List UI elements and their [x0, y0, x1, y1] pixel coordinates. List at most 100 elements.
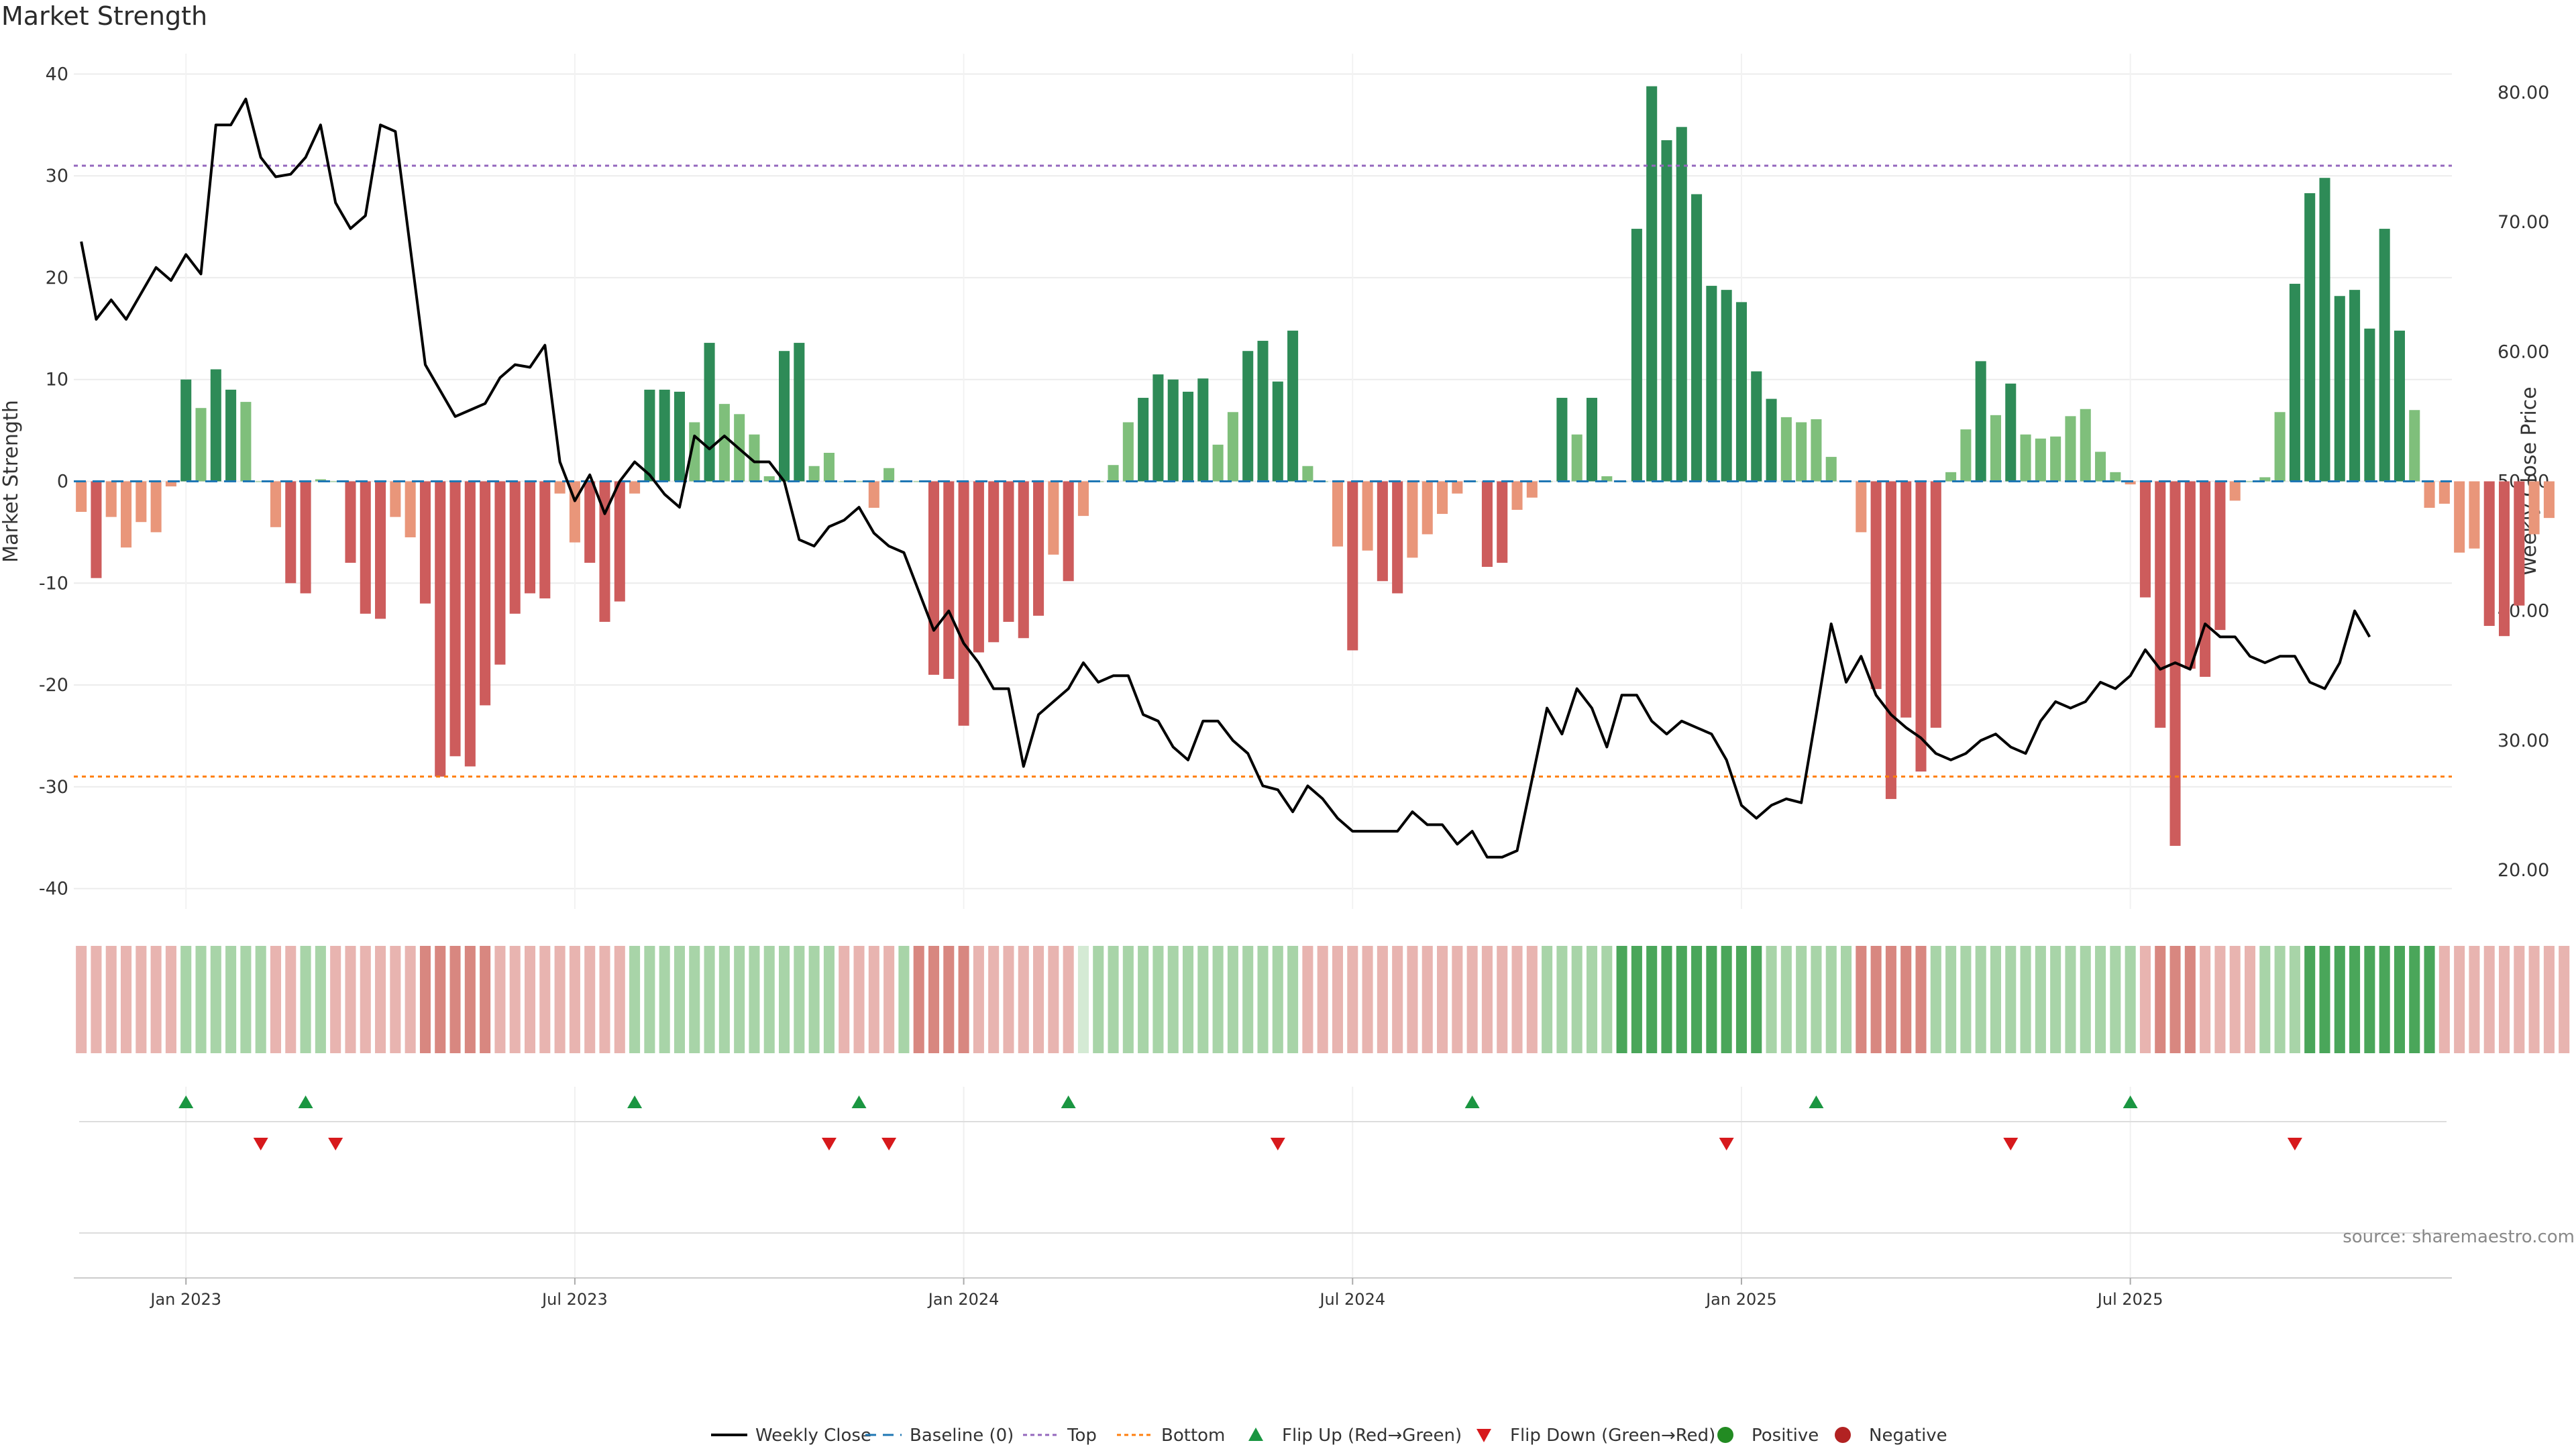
strength-bar	[449, 481, 461, 757]
strength-bar	[1362, 481, 1373, 551]
right-tick-label: 60.00	[2498, 341, 2549, 362]
heat-strip-cell	[1392, 946, 1403, 1053]
strength-bar	[2543, 481, 2555, 519]
heat-strip-cell	[2304, 946, 2316, 1053]
heat-strip-cell	[2289, 946, 2300, 1053]
left-tick-label: 20	[46, 268, 68, 288]
strength-bar	[958, 481, 969, 726]
strength-bar	[1497, 481, 1508, 563]
x-tick-label: Jan 2023	[149, 1290, 221, 1309]
heat-strip-cell	[375, 946, 386, 1053]
strength-bar	[1631, 229, 1642, 482]
heat-strip-cell	[360, 946, 371, 1053]
strength-bar	[599, 481, 610, 622]
right-tick-label: 30.00	[2498, 731, 2549, 751]
strength-bar	[2454, 481, 2465, 553]
heat-strip-cell	[2349, 946, 2361, 1053]
heat-strip-cell	[1511, 946, 1523, 1053]
heat-strip-cell	[2229, 946, 2241, 1053]
legend-label: Flip Up (Red→Green)	[1282, 1426, 1462, 1446]
flip-up-marker	[178, 1095, 194, 1108]
heat-strip-cell	[2244, 946, 2256, 1053]
flip-up-marker	[1809, 1095, 1824, 1108]
strength-bar	[823, 453, 835, 482]
heat-strip-cell	[240, 946, 252, 1053]
strength-bar	[1691, 194, 1703, 482]
heat-strip-cell	[1721, 946, 1732, 1053]
legend-label: Weekly Close	[755, 1426, 871, 1446]
strength-bar	[1392, 481, 1403, 594]
strength-bar	[1766, 398, 1777, 482]
heat-strip-cell	[165, 946, 176, 1053]
strength-bar	[1138, 398, 1149, 482]
strength-bar	[375, 481, 386, 619]
flip-down-marker	[1270, 1138, 1285, 1150]
strength-bar	[794, 343, 805, 482]
heat-strip-cell	[2155, 946, 2166, 1053]
heat-strip-cell	[1841, 946, 1852, 1053]
heat-strip-cell	[823, 946, 835, 1053]
heat-strip-cell	[2200, 946, 2211, 1053]
strength-bar	[76, 481, 87, 513]
heat-strip-cell	[1108, 946, 1119, 1053]
heat-strip-cell	[1945, 946, 1957, 1053]
heat-strip-cell	[1048, 946, 1059, 1053]
heat-strip-cell	[1631, 946, 1642, 1053]
strength-bar	[1526, 481, 1538, 498]
strength-bar	[1975, 361, 1986, 482]
strength-bar	[1242, 351, 1254, 482]
heat-strip-cell	[868, 946, 879, 1053]
chart-title: Market Strength	[1, 1, 208, 31]
strength-bar	[2229, 481, 2241, 501]
heat-strip-cell	[2379, 946, 2390, 1053]
strength-bar	[1077, 481, 1089, 517]
legend-swatch-positive	[1717, 1427, 1733, 1443]
heat-strip-cell	[2438, 946, 2450, 1053]
heat-strip-cell	[405, 946, 416, 1053]
strength-bar	[2319, 178, 2330, 482]
heat-strip-cell	[2364, 946, 2375, 1053]
heat-strip-cell	[808, 946, 820, 1053]
flip-down-marker	[2003, 1138, 2019, 1150]
heat-strip-cell	[91, 946, 102, 1053]
heat-strip-cell	[285, 946, 297, 1053]
heat-strip-cell	[1616, 946, 1627, 1053]
strength-bar	[2020, 434, 2031, 482]
heat-strip-cell	[2125, 946, 2136, 1053]
legend-item: Flip Up (Red→Green)	[1248, 1426, 1462, 1446]
strength-bar	[2110, 472, 2121, 482]
heat-strip-cell	[629, 946, 641, 1053]
flip-down-marker	[1719, 1138, 1734, 1150]
strength-bar	[763, 476, 775, 482]
flip-up-marker	[1464, 1095, 1480, 1108]
heat-strip-cell	[2065, 946, 2076, 1053]
heat-strip-cell	[1646, 946, 1658, 1053]
strength-bar	[2483, 481, 2495, 627]
strength-bar	[1900, 481, 1912, 718]
strength-bar	[405, 481, 416, 537]
heat-strip-cell	[1287, 946, 1299, 1053]
heat-strip-cell	[1900, 946, 1912, 1053]
heat-strip-cell	[749, 946, 760, 1053]
strength-bar	[1481, 481, 1493, 567]
heat-strip-cell	[2169, 946, 2181, 1053]
strength-bar	[2334, 296, 2345, 482]
heat-strip-cell	[2559, 946, 2570, 1053]
heat-strip-cell	[1481, 946, 1493, 1053]
heat-strip-cell	[1542, 946, 1553, 1053]
strength-bar	[2514, 481, 2525, 606]
heat-strip-cell	[225, 946, 237, 1053]
flip-down-marker	[821, 1138, 837, 1150]
heat-strip-cell	[1362, 946, 1373, 1053]
strength-bar	[2080, 409, 2091, 482]
strength-bar	[1332, 481, 1344, 547]
left-tick-label: -20	[39, 675, 68, 696]
heat-strip-cell	[449, 946, 461, 1053]
heat-strip-cell	[1197, 946, 1209, 1053]
strength-bar	[883, 468, 895, 482]
heat-strip-cell	[1766, 946, 1777, 1053]
heat-strip-cell	[1975, 946, 1986, 1053]
heat-strip-cell	[1870, 946, 1882, 1053]
x-tick-label: Jul 2023	[541, 1290, 608, 1309]
legend-item: Weekly Close	[711, 1426, 871, 1446]
